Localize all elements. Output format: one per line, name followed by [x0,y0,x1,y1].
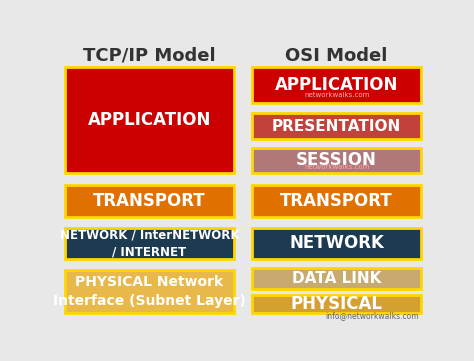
Bar [252,185,421,217]
Bar [252,148,421,173]
Bar [65,270,234,313]
Text: APPLICATION: APPLICATION [275,76,398,94]
Text: TRANSPORT: TRANSPORT [93,192,206,210]
Bar [65,67,234,173]
Text: NETWORK: NETWORK [289,234,384,252]
Text: DATA LINK: DATA LINK [292,271,381,286]
Text: PHYSICAL: PHYSICAL [291,295,383,313]
Text: APPLICATION: APPLICATION [88,111,211,129]
Text: TRANSPORT: TRANSPORT [280,192,393,210]
Bar [252,269,421,289]
Text: PHYSICAL Network
Interface (Subnet Layer): PHYSICAL Network Interface (Subnet Layer… [53,275,246,308]
Bar [65,228,234,259]
Text: OSI Model: OSI Model [285,47,388,65]
Text: TCP/IP Model: TCP/IP Model [83,47,216,65]
Bar [252,67,421,103]
Text: PRESENTATION: PRESENTATION [272,118,401,134]
Text: info@networkwalks.com: info@networkwalks.com [326,311,419,320]
Bar [252,113,421,139]
Bar [252,295,421,313]
Text: NETWORK / InterNETWORK
/ INTERNET: NETWORK / InterNETWORK / INTERNET [60,229,239,258]
Bar [252,228,421,259]
Text: networkwalks.com: networkwalks.com [304,92,369,98]
Text: SESSION: SESSION [296,151,377,169]
Text: networkwalks.com: networkwalks.com [304,164,369,170]
Bar [65,185,234,217]
